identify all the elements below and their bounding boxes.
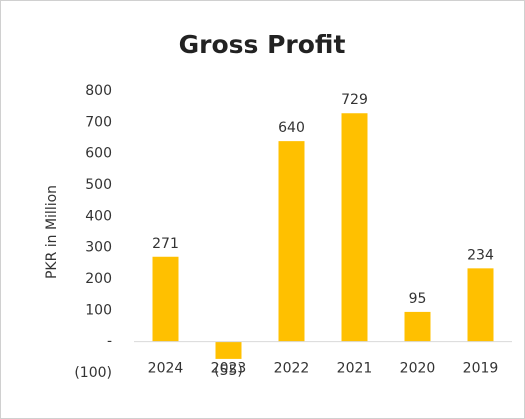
y-tick-label: 500: [85, 177, 112, 193]
bar: [278, 141, 305, 342]
y-tick-label: (100): [74, 365, 112, 381]
data-label: 640: [278, 120, 305, 136]
data-label: 95: [409, 291, 427, 307]
data-label: 729: [341, 92, 368, 108]
y-tick-label: -: [107, 334, 112, 350]
y-tick-label: 800: [85, 83, 112, 99]
y-tick-label: 700: [85, 114, 112, 130]
chart-title: Gross Profit: [179, 30, 346, 59]
x-tick-label: 2021: [337, 361, 373, 377]
y-axis-label: PKR in Million: [44, 185, 60, 279]
bar: [404, 311, 431, 342]
bar: [152, 256, 179, 342]
bar: [341, 113, 368, 342]
bar: [215, 341, 242, 359]
y-tick-label: 300: [85, 240, 112, 256]
x-tick-label: 2024: [148, 361, 184, 377]
x-tick-label: 2019: [463, 361, 499, 377]
y-tick-label: 600: [85, 146, 112, 162]
y-tick-label: 100: [85, 302, 112, 318]
data-label: 234: [467, 247, 494, 263]
x-tick-label: 2022: [274, 361, 310, 377]
x-tick-label: 2023: [211, 361, 247, 377]
y-tick-label: 400: [85, 208, 112, 224]
data-label: (55): [214, 363, 243, 379]
x-tick-label: 2020: [400, 361, 436, 377]
bar: [467, 268, 494, 342]
y-tick-label: 200: [85, 271, 112, 287]
data-label: 271: [152, 236, 179, 252]
